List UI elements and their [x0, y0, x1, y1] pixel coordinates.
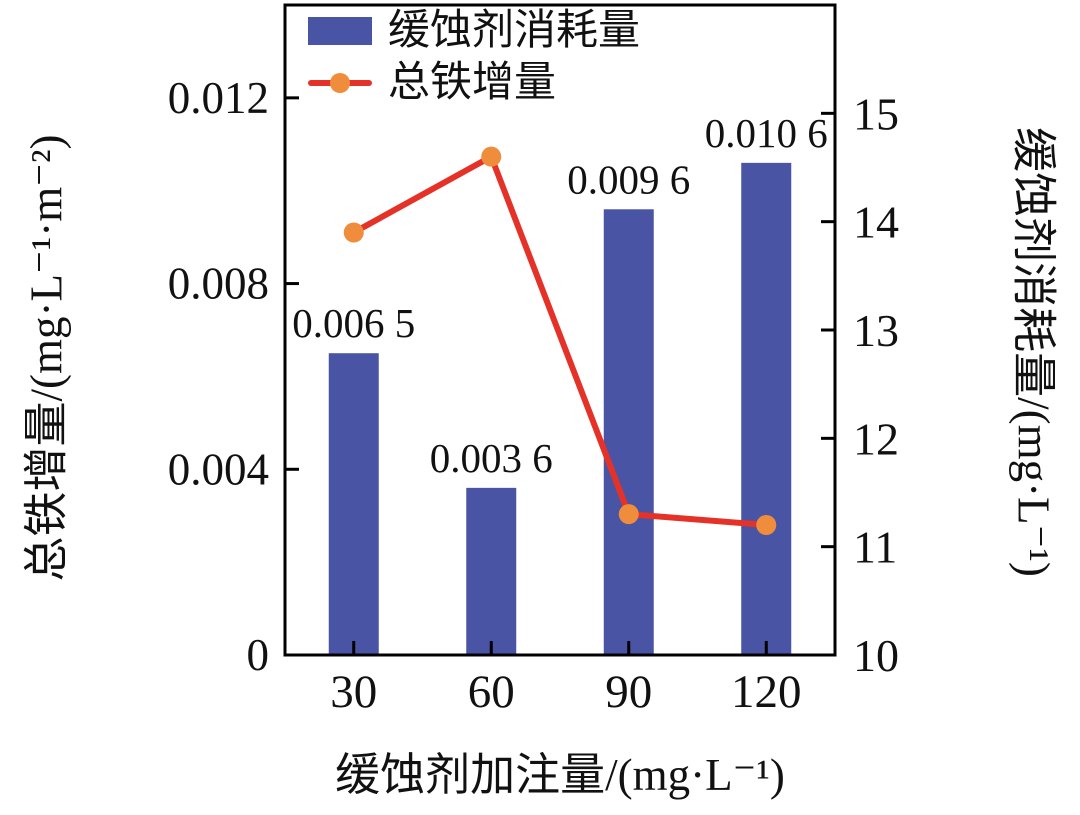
left-tick-label: 0	[247, 630, 270, 680]
y-axis-title-left: 总铁增量/(mg·L⁻¹·m⁻²)	[21, 134, 72, 582]
left-tick-label: 0.004	[168, 444, 269, 494]
line-series	[352, 153, 767, 528]
line-marker-icon	[756, 515, 777, 535]
bar	[603, 209, 654, 656]
legend-bar-label: 缓蚀剂消耗量	[388, 8, 641, 54]
legend-line-marker-icon	[330, 73, 350, 93]
legend: 缓蚀剂消耗量 总铁增量	[308, 10, 640, 104]
legend-line-label: 总铁增量	[388, 60, 557, 106]
left-tick-label: 0.008	[168, 259, 269, 309]
bar	[328, 353, 379, 655]
bar	[741, 162, 792, 655]
right-tick-label: 13	[853, 305, 899, 356]
right-tick-label: 10	[853, 630, 899, 681]
right-tick-label: 12	[853, 413, 899, 464]
bar-value-label: 0.009 6	[567, 156, 690, 202]
bar-value-label: 0.010 6	[705, 110, 828, 156]
left-tick-label: 0.012	[168, 73, 269, 123]
x-axis-title: 缓蚀剂加注量/(mg·L⁻¹)	[335, 750, 785, 800]
right-tick-label: 15	[853, 88, 899, 139]
right-tick-label: 14	[853, 197, 899, 248]
x-tick-label: 60	[468, 666, 515, 718]
x-tick-label: 90	[605, 666, 652, 718]
legend-line-swatch	[308, 73, 372, 93]
bar-value-label: 0.006 5	[292, 300, 415, 346]
legend-item-bar: 缓蚀剂消耗量	[308, 10, 640, 52]
x-tick-label: 120	[731, 666, 802, 718]
right-tick-label: 11	[853, 522, 897, 573]
bar	[466, 487, 517, 655]
bar-value-label: 0.003 6	[430, 435, 553, 481]
line-marker-icon	[618, 504, 639, 525]
x-tick-label: 30	[330, 666, 377, 718]
line-marker-icon	[481, 146, 502, 167]
y-axis-title-right: 缓蚀剂消耗量/(mg·L⁻¹)	[1008, 127, 1059, 577]
legend-item-line: 总铁增量	[308, 62, 640, 104]
line-marker-icon	[343, 222, 364, 243]
legend-bar-swatch	[308, 17, 372, 45]
